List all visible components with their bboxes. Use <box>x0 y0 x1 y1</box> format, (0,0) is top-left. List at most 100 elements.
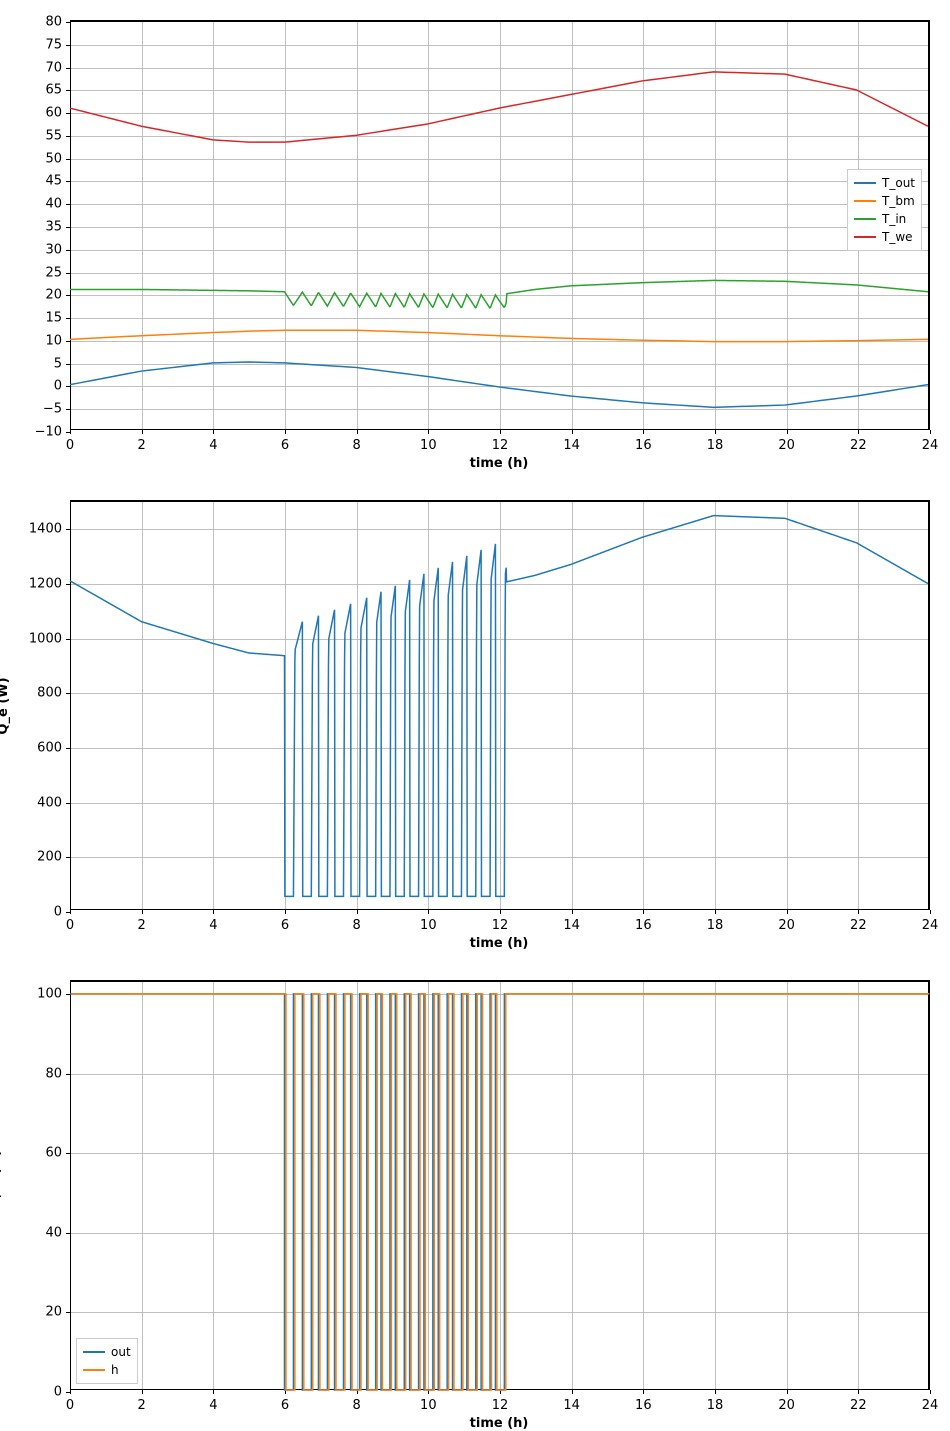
xtick-label: 16 <box>635 1398 652 1413</box>
ytick-label: 0 <box>54 905 62 920</box>
ytick-label: 400 <box>37 795 62 810</box>
ylabel: out, h (%) <box>0 1150 3 1223</box>
xtick-label: 6 <box>281 918 289 933</box>
xtick-label: 22 <box>850 438 867 453</box>
plot-area: 0246810121416182022240200400600800100012… <box>70 500 930 910</box>
legend-label: T_in <box>882 210 906 228</box>
xlabel: time (h) <box>470 456 529 471</box>
legend-swatch <box>83 1351 105 1353</box>
xtick-label: 12 <box>492 918 509 933</box>
subplot-qe: 0246810121416182022240200400600800100012… <box>70 500 930 910</box>
legend-label: out <box>111 1343 131 1361</box>
xtick-label: 14 <box>563 918 580 933</box>
ytick-label: 65 <box>45 83 62 98</box>
legend-item-out: out <box>83 1343 131 1361</box>
legend-label: T_we <box>882 228 913 246</box>
ytick-label: 10 <box>45 333 62 348</box>
ytick-label: 0 <box>54 1385 62 1400</box>
subplot-temp: 024681012141618202224−10−505101520253035… <box>70 20 930 430</box>
xtick-label: 2 <box>138 438 146 453</box>
xtick-label: 12 <box>492 1398 509 1413</box>
legend-label: T_bm <box>882 192 915 210</box>
xtick-label: 20 <box>778 918 795 933</box>
xtick-label: 4 <box>209 1398 217 1413</box>
legend-item-h: h <box>83 1361 131 1379</box>
xtick-label: 20 <box>778 438 795 453</box>
xtick-label: 0 <box>66 1398 74 1413</box>
legend-item-T_we: T_we <box>854 228 915 246</box>
line-out <box>70 994 928 1390</box>
ytick-label: 25 <box>45 265 62 280</box>
xtick-label: 24 <box>922 438 939 453</box>
legend-swatch <box>83 1369 105 1371</box>
legend-item-T_bm: T_bm <box>854 192 915 210</box>
ytick-label: 1000 <box>29 631 62 646</box>
xtick-label: 14 <box>563 438 580 453</box>
plot-area: 024681012141618202224020406080100time (h… <box>70 980 930 1390</box>
xtick-label: 12 <box>492 438 509 453</box>
legend-swatch <box>854 236 876 238</box>
ytick-label: 50 <box>45 151 62 166</box>
line-T_in <box>70 280 928 307</box>
legend-label: h <box>111 1361 119 1379</box>
xlabel: time (h) <box>470 936 529 951</box>
ytick-label: 15 <box>45 311 62 326</box>
xtick-label: 16 <box>635 918 652 933</box>
line-Q_e <box>70 516 928 897</box>
xtick-label: 24 <box>922 918 939 933</box>
legend-item-T_out: T_out <box>854 174 915 192</box>
line-h <box>71 994 929 1390</box>
ytick-label: 35 <box>45 220 62 235</box>
xtick-label: 10 <box>420 918 437 933</box>
xtick-label: 14 <box>563 1398 580 1413</box>
ytick-label: 20 <box>45 288 62 303</box>
xlabel: time (h) <box>470 1416 529 1431</box>
ytick-label: 800 <box>37 686 62 701</box>
xtick-label: 8 <box>353 1398 361 1413</box>
legend-swatch <box>854 200 876 202</box>
xtick-label: 24 <box>922 1398 939 1413</box>
ytick-label: −5 <box>43 402 62 417</box>
xtick-label: 6 <box>281 1398 289 1413</box>
xtick-label: 18 <box>707 1398 724 1413</box>
line-T_out <box>70 362 928 407</box>
ytick-label: 60 <box>45 1146 62 1161</box>
ytick-label: 80 <box>45 1066 62 1081</box>
ylabel: Q_e (W) <box>0 677 11 734</box>
ytick-label: 200 <box>37 850 62 865</box>
figure: 024681012141618202224−10−505101520253035… <box>0 0 950 1430</box>
xtick-label: 2 <box>138 918 146 933</box>
line-T_bm <box>70 330 928 341</box>
xtick-label: 6 <box>281 438 289 453</box>
ytick-label: 5 <box>54 356 62 371</box>
xtick-label: 22 <box>850 1398 867 1413</box>
ytick-label: 75 <box>45 37 62 52</box>
xtick-label: 10 <box>420 438 437 453</box>
ytick-label: 55 <box>45 128 62 143</box>
xtick-label: 18 <box>707 438 724 453</box>
legend-label: T_out <box>882 174 915 192</box>
ytick-label: 20 <box>45 1305 62 1320</box>
xtick-label: 2 <box>138 1398 146 1413</box>
subplot-out: 024681012141618202224020406080100time (h… <box>70 980 930 1390</box>
legend: outh <box>76 1338 138 1384</box>
ytick-label: 100 <box>37 986 62 1001</box>
xtick-label: 20 <box>778 1398 795 1413</box>
xtick-label: 22 <box>850 918 867 933</box>
ytick-label: 0 <box>54 379 62 394</box>
xtick-label: 16 <box>635 438 652 453</box>
xtick-label: 8 <box>353 918 361 933</box>
ytick-label: 40 <box>45 197 62 212</box>
ytick-label: 30 <box>45 242 62 257</box>
xtick-label: 4 <box>209 918 217 933</box>
legend-item-T_in: T_in <box>854 210 915 228</box>
ytick-label: 1400 <box>29 522 62 537</box>
legend: T_outT_bmT_inT_we <box>847 169 922 251</box>
ytick-label: 80 <box>45 15 62 30</box>
ytick-label: 600 <box>37 741 62 756</box>
plot-area: 024681012141618202224−10−505101520253035… <box>70 20 930 430</box>
legend-swatch <box>854 182 876 184</box>
xtick-label: 8 <box>353 438 361 453</box>
xtick-label: 0 <box>66 918 74 933</box>
xtick-label: 0 <box>66 438 74 453</box>
